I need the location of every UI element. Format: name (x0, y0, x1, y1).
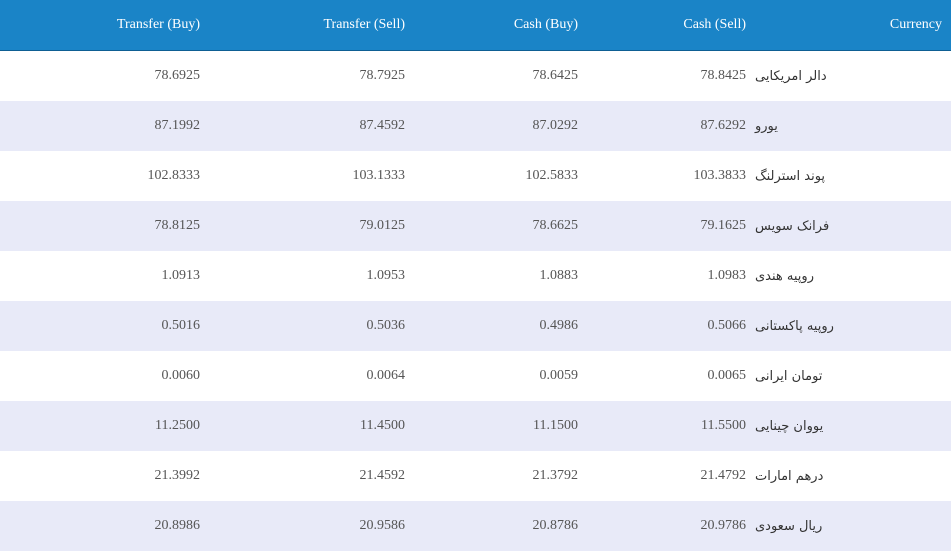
currency-name: یورو (755, 118, 778, 134)
cell-currency: یورو (746, 101, 951, 151)
cell-transfer-buy: 0.0060 (0, 351, 200, 401)
cell-cash-buy: 11.1500 (405, 401, 578, 451)
currency-name: تومان ایرانی (755, 368, 823, 384)
table-row: 78.8125 79.0125 78.6625 79.1625 فرانک سو… (0, 201, 951, 251)
cell-transfer-sell: 20.9586 (200, 501, 405, 551)
table-row: 21.3992 21.4592 21.3792 21.4792 درهم اما… (0, 451, 951, 501)
table-row: 0.5016 0.5036 0.4986 0.5066 روپیه پاکستا… (0, 301, 951, 351)
cell-transfer-sell: 0.0064 (200, 351, 405, 401)
cell-cash-sell: 87.6292 (578, 101, 746, 151)
cell-transfer-buy: 0.5016 (0, 301, 200, 351)
cell-transfer-sell: 103.1333 (200, 151, 405, 201)
table-row: 102.8333 103.1333 102.5833 103.3833 پوند… (0, 151, 951, 201)
cell-transfer-sell: 79.0125 (200, 201, 405, 251)
cell-transfer-sell: 0.5036 (200, 301, 405, 351)
cell-cash-buy: 20.8786 (405, 501, 578, 551)
cell-currency: تومان ایرانی (746, 351, 951, 401)
cell-cash-sell: 0.0065 (578, 351, 746, 401)
cell-transfer-buy: 78.8125 (0, 201, 200, 251)
cell-cash-sell: 0.5066 (578, 301, 746, 351)
cell-currency: دالر امریکایی (746, 50, 951, 101)
cell-transfer-sell: 11.4500 (200, 401, 405, 451)
currency-name: روپیه هندی (755, 268, 814, 284)
header-row: Transfer (Buy) Transfer (Sell) Cash (Buy… (0, 0, 951, 51)
cell-cash-buy: 78.6425 (405, 50, 578, 101)
cell-cash-sell: 78.8425 (578, 50, 746, 101)
cell-cash-sell: 11.5500 (578, 401, 746, 451)
cell-transfer-buy: 11.2500 (0, 401, 200, 451)
cell-transfer-buy: 21.3992 (0, 451, 200, 501)
currency-name: پوند استرلنگ (755, 168, 826, 184)
currency-name: ریال سعودی (755, 518, 823, 534)
cell-currency: فرانک سویس (746, 201, 951, 251)
currency-name: یووان چینایی (755, 418, 824, 434)
cell-cash-sell: 103.3833 (578, 151, 746, 201)
cell-currency: یووان چینایی (746, 401, 951, 451)
cell-cash-buy: 102.5833 (405, 151, 578, 201)
table-row: 87.1992 87.4592 87.0292 87.6292 یورو (0, 101, 951, 151)
cell-cash-sell: 20.9786 (578, 501, 746, 551)
cell-transfer-buy: 78.6925 (0, 50, 200, 101)
cell-cash-buy: 87.0292 (405, 101, 578, 151)
currency-name: دالر امریکایی (755, 68, 827, 84)
cell-transfer-buy: 1.0913 (0, 251, 200, 301)
cell-currency: ریال سعودی (746, 501, 951, 551)
table-row: 78.6925 78.7925 78.6425 78.8425 دالر امر… (0, 50, 951, 101)
cell-cash-sell: 79.1625 (578, 201, 746, 251)
cell-transfer-buy: 20.8986 (0, 501, 200, 551)
column-header-transfer-sell: Transfer (Sell) (200, 0, 405, 51)
currency-name: درهم امارات (755, 468, 824, 484)
cell-currency: پوند استرلنگ (746, 151, 951, 201)
currency-name: فرانک سویس (755, 218, 830, 234)
table-header: Transfer (Buy) Transfer (Sell) Cash (Buy… (0, 0, 951, 51)
cell-transfer-sell: 1.0953 (200, 251, 405, 301)
cell-transfer-sell: 87.4592 (200, 101, 405, 151)
cell-cash-sell: 1.0983 (578, 251, 746, 301)
column-header-currency: Currency (746, 0, 951, 51)
cell-currency: روپیه هندی (746, 251, 951, 301)
table-row: 20.8986 20.9586 20.8786 20.9786 ریال سعو… (0, 501, 951, 551)
cell-transfer-sell: 21.4592 (200, 451, 405, 501)
table-row: 11.2500 11.4500 11.1500 11.5500 یووان چی… (0, 401, 951, 451)
cell-currency: درهم امارات (746, 451, 951, 501)
table-row: 0.0060 0.0064 0.0059 0.0065 تومان ایرانی (0, 351, 951, 401)
cell-cash-buy: 21.3792 (405, 451, 578, 501)
column-header-cash-sell: Cash (Sell) (578, 0, 746, 51)
table-body: 78.6925 78.7925 78.6425 78.8425 دالر امر… (0, 50, 951, 551)
column-header-transfer-buy: Transfer (Buy) (0, 0, 200, 51)
cell-transfer-buy: 87.1992 (0, 101, 200, 151)
column-header-cash-buy: Cash (Buy) (405, 0, 578, 51)
cell-cash-buy: 0.0059 (405, 351, 578, 401)
cell-transfer-buy: 102.8333 (0, 151, 200, 201)
cell-currency: روپیه پاکستانی (746, 301, 951, 351)
cell-cash-sell: 21.4792 (578, 451, 746, 501)
currency-name: روپیه پاکستانی (755, 318, 834, 334)
table-row: 1.0913 1.0953 1.0883 1.0983 روپیه هندی (0, 251, 951, 301)
cell-cash-buy: 78.6625 (405, 201, 578, 251)
cell-cash-buy: 0.4986 (405, 301, 578, 351)
cell-transfer-sell: 78.7925 (200, 50, 405, 101)
cell-cash-buy: 1.0883 (405, 251, 578, 301)
